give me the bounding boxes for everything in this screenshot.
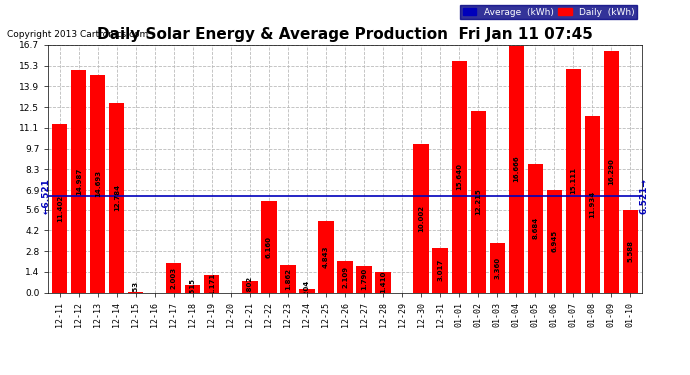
Text: 15.640: 15.640 <box>456 163 462 190</box>
Text: 1.862: 1.862 <box>285 268 291 290</box>
Text: 0.053: 0.053 <box>132 281 139 303</box>
Bar <box>318 221 333 292</box>
Text: 6.521→: 6.521→ <box>640 178 649 214</box>
Bar <box>546 190 562 292</box>
Text: 16.666: 16.666 <box>513 156 519 182</box>
Bar <box>90 75 106 292</box>
Bar <box>71 70 86 292</box>
Text: 0.204: 0.204 <box>304 280 310 302</box>
Bar <box>433 248 448 292</box>
Text: 12.215: 12.215 <box>475 189 481 215</box>
Bar <box>52 123 68 292</box>
Bar <box>471 111 486 292</box>
Bar <box>489 243 505 292</box>
Bar <box>604 51 619 292</box>
Bar <box>566 69 581 292</box>
Bar <box>185 285 201 292</box>
Text: 6.945: 6.945 <box>551 230 558 252</box>
Bar <box>280 265 295 292</box>
Text: 1.790: 1.790 <box>361 268 367 290</box>
Bar <box>622 210 638 292</box>
Bar <box>204 275 219 292</box>
Bar <box>337 261 353 292</box>
Legend: Average  (kWh), Daily  (kWh): Average (kWh), Daily (kWh) <box>460 5 637 20</box>
Title: Daily Solar Energy & Average Production  Fri Jan 11 07:45: Daily Solar Energy & Average Production … <box>97 27 593 42</box>
Text: 3.360: 3.360 <box>494 256 500 279</box>
Text: ←6.521: ←6.521 <box>41 178 50 214</box>
Text: 0.515: 0.515 <box>190 278 196 300</box>
Bar <box>375 272 391 292</box>
Text: 16.290: 16.290 <box>609 158 614 185</box>
Bar <box>109 103 124 292</box>
Text: 2.109: 2.109 <box>342 266 348 288</box>
Text: 14.987: 14.987 <box>76 168 81 195</box>
Text: Copyright 2013 Cartronics.com: Copyright 2013 Cartronics.com <box>7 30 148 39</box>
Bar <box>357 266 372 292</box>
Text: 4.843: 4.843 <box>323 245 329 268</box>
Bar <box>166 263 181 292</box>
Bar <box>242 280 257 292</box>
Bar <box>299 290 315 292</box>
Text: 5.588: 5.588 <box>627 240 633 262</box>
Text: 14.693: 14.693 <box>95 170 101 197</box>
Bar <box>413 144 428 292</box>
Bar <box>528 164 543 292</box>
Bar <box>451 61 466 292</box>
Text: 6.160: 6.160 <box>266 236 272 258</box>
Text: 2.003: 2.003 <box>171 267 177 289</box>
Bar <box>509 45 524 292</box>
Text: 11.934: 11.934 <box>589 190 595 218</box>
Text: 1.171: 1.171 <box>209 273 215 295</box>
Text: 3.017: 3.017 <box>437 259 443 281</box>
Bar <box>584 116 600 292</box>
Text: 12.784: 12.784 <box>114 184 120 211</box>
Text: 15.111: 15.111 <box>570 167 576 194</box>
Text: 8.684: 8.684 <box>532 217 538 239</box>
Text: 11.402: 11.402 <box>57 195 63 222</box>
Text: 1.410: 1.410 <box>380 271 386 293</box>
Text: 0.802: 0.802 <box>247 276 253 298</box>
Text: 10.002: 10.002 <box>418 205 424 232</box>
Bar <box>262 201 277 292</box>
